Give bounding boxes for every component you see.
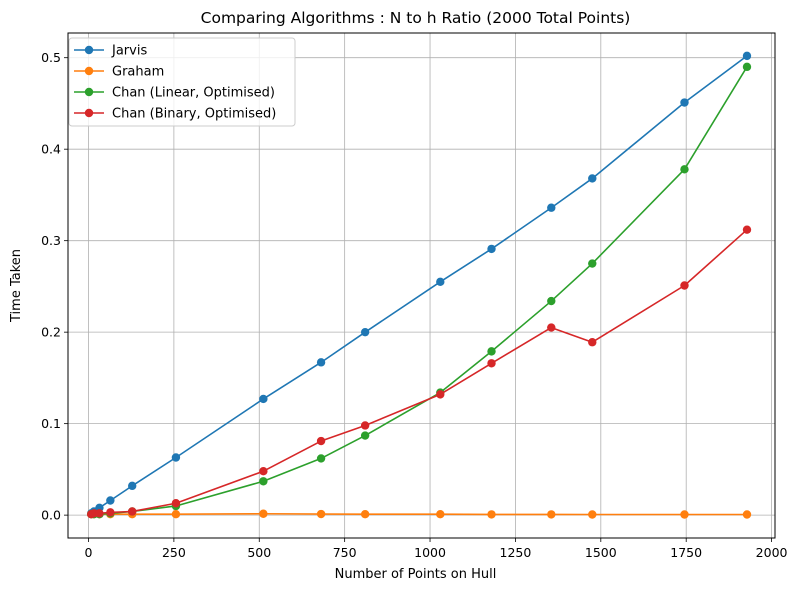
y-tick-label: 0.3 (41, 233, 61, 248)
data-point-chan-linear-optimised (742, 62, 752, 72)
data-point-chan-binary-optimised (95, 509, 104, 518)
data-point-chan-binary-optimised (487, 359, 496, 368)
series-layer (87, 51, 752, 519)
legend-marker-chan-linear-optimised (84, 87, 94, 97)
data-point-jarvis (436, 277, 445, 287)
legend-label-jarvis: Jarvis (111, 44, 147, 59)
data-point-chan-binary-optimised (742, 225, 752, 234)
data-point-jarvis (680, 98, 689, 107)
data-point-graham (588, 510, 597, 519)
data-point-graham (171, 510, 181, 519)
legend-marker-chan-binary-optimised (84, 108, 94, 118)
legend-frame (68, 37, 296, 127)
data-point-graham (436, 510, 445, 519)
data-point-graham (316, 509, 326, 519)
data-point-jarvis (316, 358, 326, 367)
data-point-jarvis (547, 203, 556, 212)
data-point-jarvis (106, 496, 115, 505)
data-point-jarvis (171, 453, 181, 462)
y-tick-label: 0.1 (41, 416, 61, 431)
data-point-jarvis (742, 51, 752, 61)
y-tick-label: 0.2 (41, 325, 61, 340)
y-tick-label: 0.5 (41, 50, 61, 65)
legend-marker-graham (84, 66, 94, 76)
x-axis-label: Number of Points on Hull (335, 567, 497, 582)
series-line-graham (91, 512, 747, 516)
data-point-chan-binary-optimised (171, 499, 181, 508)
legend: Jarvis Graham Chan (Linear, Optimised) Chan… (68, 37, 296, 127)
data-point-graham (360, 510, 370, 519)
x-tick-label: 1000 (414, 545, 446, 560)
data-point-graham (547, 510, 556, 519)
x-tick-label: 1500 (585, 545, 617, 560)
data-point-chan-linear-optimised (259, 477, 268, 486)
data-point-chan-binary-optimised (259, 467, 268, 476)
x-tick-label: 2000 (756, 545, 788, 560)
x-tick-label: 750 (333, 545, 357, 560)
data-point-chan-binary-optimised (106, 508, 115, 517)
y-axis-label: Time Taken (9, 249, 24, 323)
data-point-graham (742, 510, 752, 519)
data-point-jarvis (259, 394, 268, 404)
data-point-chan-binary-optimised (588, 338, 597, 347)
y-tick-label: 0.0 (41, 508, 61, 523)
data-point-chan-linear-optimised (588, 259, 597, 268)
data-point-chan-binary-optimised (547, 323, 556, 332)
data-point-chan-binary-optimised (128, 507, 137, 516)
data-point-chan-linear-optimised (547, 296, 556, 306)
data-point-chan-binary-optimised (316, 436, 326, 446)
plot-area-frame (67, 32, 776, 539)
data-point-chan-linear-optimised (316, 454, 326, 463)
chart-title: Comparing Algorithms : N to h Ratio (200… (201, 9, 631, 27)
data-point-chan-binary-optimised (680, 281, 689, 290)
data-point-jarvis (588, 174, 597, 183)
x-tick-label: 0 (85, 545, 93, 560)
legend-marker-jarvis (84, 45, 94, 55)
data-point-chan-binary-optimised (436, 390, 445, 399)
data-point-chan-linear-optimised (487, 347, 496, 356)
legend-label-chan-binary-optimised: Chan (Binary, Optimised) (112, 107, 276, 122)
data-point-chan-binary-optimised (360, 421, 370, 430)
x-tick-label: 500 (247, 545, 271, 560)
legend-label-graham: Graham (112, 65, 164, 80)
data-point-chan-linear-optimised (360, 431, 370, 440)
data-point-jarvis (487, 244, 496, 254)
x-tick-label: 1250 (500, 545, 532, 560)
x-tick-label: 1750 (670, 545, 702, 560)
data-point-jarvis (360, 327, 370, 337)
data-point-jarvis (128, 481, 137, 491)
data-point-chan-linear-optimised (680, 165, 689, 174)
data-point-graham (680, 510, 689, 519)
axis-ticks: 0 250 500 750 1000 1250 1500 1750 2000 0.0 0.1 0.2 0… (41, 50, 787, 560)
legend-label-chan-linear-optimised: Chan (Linear, Optimised) (112, 86, 275, 101)
data-point-graham (487, 510, 496, 519)
x-tick-label: 250 (162, 545, 186, 560)
y-tick-label: 0.4 (41, 142, 61, 157)
data-point-graham (259, 509, 268, 518)
